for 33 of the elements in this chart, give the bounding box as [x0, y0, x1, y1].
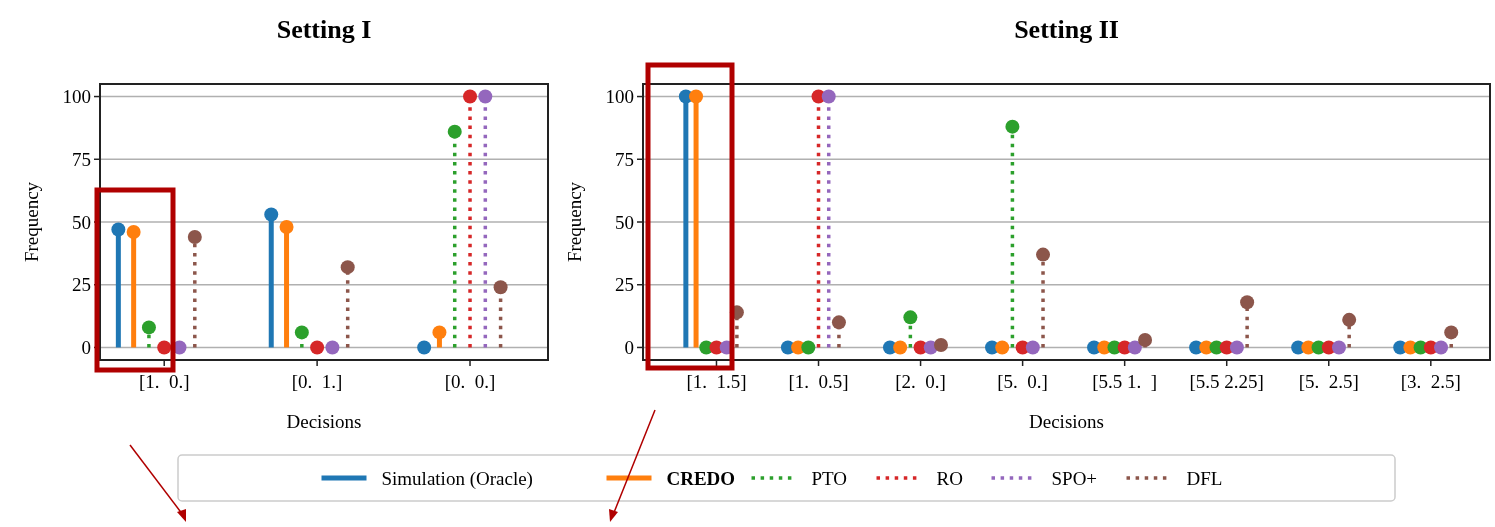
y-tick-label: 25: [72, 274, 91, 296]
y-tick-label: 100: [605, 86, 634, 108]
y-tick-label: 50: [615, 211, 634, 233]
x-tick-label: [0. 0.]: [444, 371, 496, 392]
x-tick-label: [1. 0.5]: [788, 371, 849, 392]
legend-label: Simulation (Oracle): [381, 467, 533, 490]
y-axis-title: Frequency: [21, 181, 42, 263]
x-tick-label: [2. 0.]: [895, 371, 946, 392]
x-tick-label: [1. 1.5]: [686, 371, 747, 392]
x-tick-label: [5.5 1. ]: [1092, 371, 1158, 392]
chart-title: Setting I: [276, 15, 372, 44]
x-tick-label: [1. 0.]: [138, 371, 190, 392]
x-tick-label: [5.5 2.25]: [1189, 371, 1264, 392]
y-tick-label: 75: [72, 148, 91, 170]
y-tick-label: 25: [615, 274, 634, 296]
x-tick-label: [5. 2.5]: [1298, 371, 1359, 392]
y-tick-label: 100: [62, 86, 91, 108]
legend-label: DFL: [1186, 467, 1223, 489]
legend-label: PTO: [811, 467, 848, 489]
x-tick-label: [0. 1.]: [291, 371, 343, 392]
legend-label: SPO+: [1051, 467, 1098, 489]
chart-title: Setting II: [1014, 15, 1119, 44]
legend-label: RO: [936, 467, 963, 489]
x-axis-title: Decisions: [1029, 411, 1104, 432]
y-tick-label: 75: [615, 148, 634, 170]
x-axis-title: Decisions: [286, 411, 362, 432]
x-tick-label: [5. 0.]: [997, 371, 1048, 392]
y-tick-label: 0: [624, 337, 634, 359]
y-axis-title: Frequency: [564, 181, 585, 263]
y-tick-label: 50: [72, 211, 91, 233]
legend-label: CREDO: [666, 467, 736, 489]
y-tick-label: 0: [81, 337, 91, 359]
x-tick-label: [3. 2.5]: [1400, 371, 1461, 392]
